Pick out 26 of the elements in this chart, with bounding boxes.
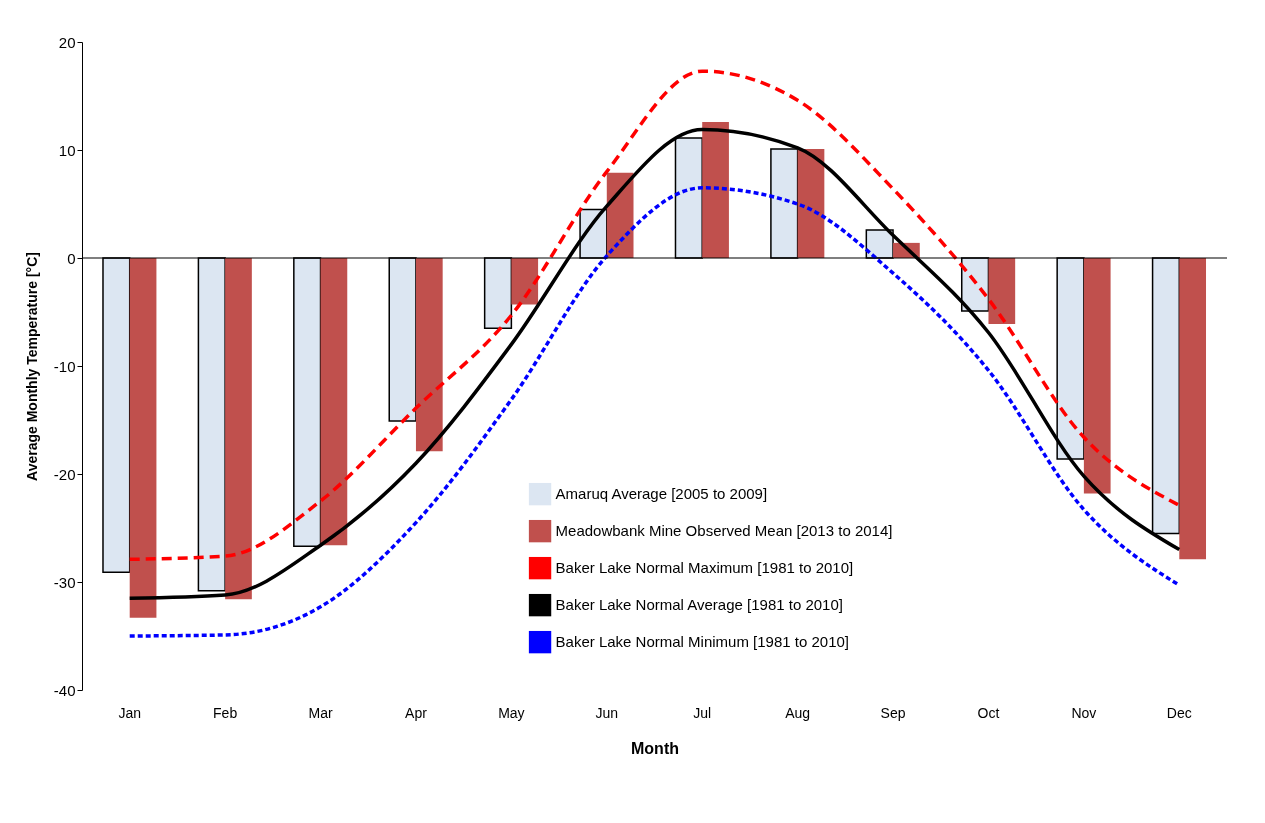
x-axis-title: Month <box>631 739 679 757</box>
x-tick-label: Jul <box>693 704 712 721</box>
y-tick-label: -10 <box>53 357 76 375</box>
x-tick-label: Mar <box>308 704 333 721</box>
legend-label: Baker Lake Normal Average [1981 to 2010] <box>555 596 843 614</box>
x-tick-label: Feb <box>213 704 238 721</box>
legend-label: Meadowbank Mine Observed Mean [2013 to 2014] <box>555 522 893 540</box>
x-tick-label: Jun <box>595 704 619 721</box>
x-tick-label: May <box>498 704 525 721</box>
y-tick-label: 20 <box>58 33 76 51</box>
y-tick-label: 10 <box>58 141 76 159</box>
x-tick-label: Dec <box>1166 704 1192 721</box>
y-tick-label: -30 <box>53 573 76 591</box>
y-tick-label: 0 <box>67 249 76 267</box>
legend-label: Baker Lake Normal Maximum [1981 to 2010] <box>555 559 854 577</box>
x-tick-label: Aug <box>785 704 811 721</box>
legend-label: Baker Lake Normal Minimum [1981 to 2010] <box>555 633 850 651</box>
y-axis-title: Average Monthly Temperature [°C] <box>23 252 40 481</box>
y-tick-label: -40 <box>53 681 76 699</box>
x-tick-label: Jan <box>118 704 141 721</box>
x-tick-label: Sep <box>880 704 906 721</box>
x-tick-label: Oct <box>977 704 1000 721</box>
legend-label: Amaruq Average [2005 to 2009] <box>555 485 768 503</box>
x-tick-label: Apr <box>405 704 428 721</box>
x-tick-label: Nov <box>1071 704 1097 721</box>
y-tick-label: -20 <box>53 465 76 483</box>
